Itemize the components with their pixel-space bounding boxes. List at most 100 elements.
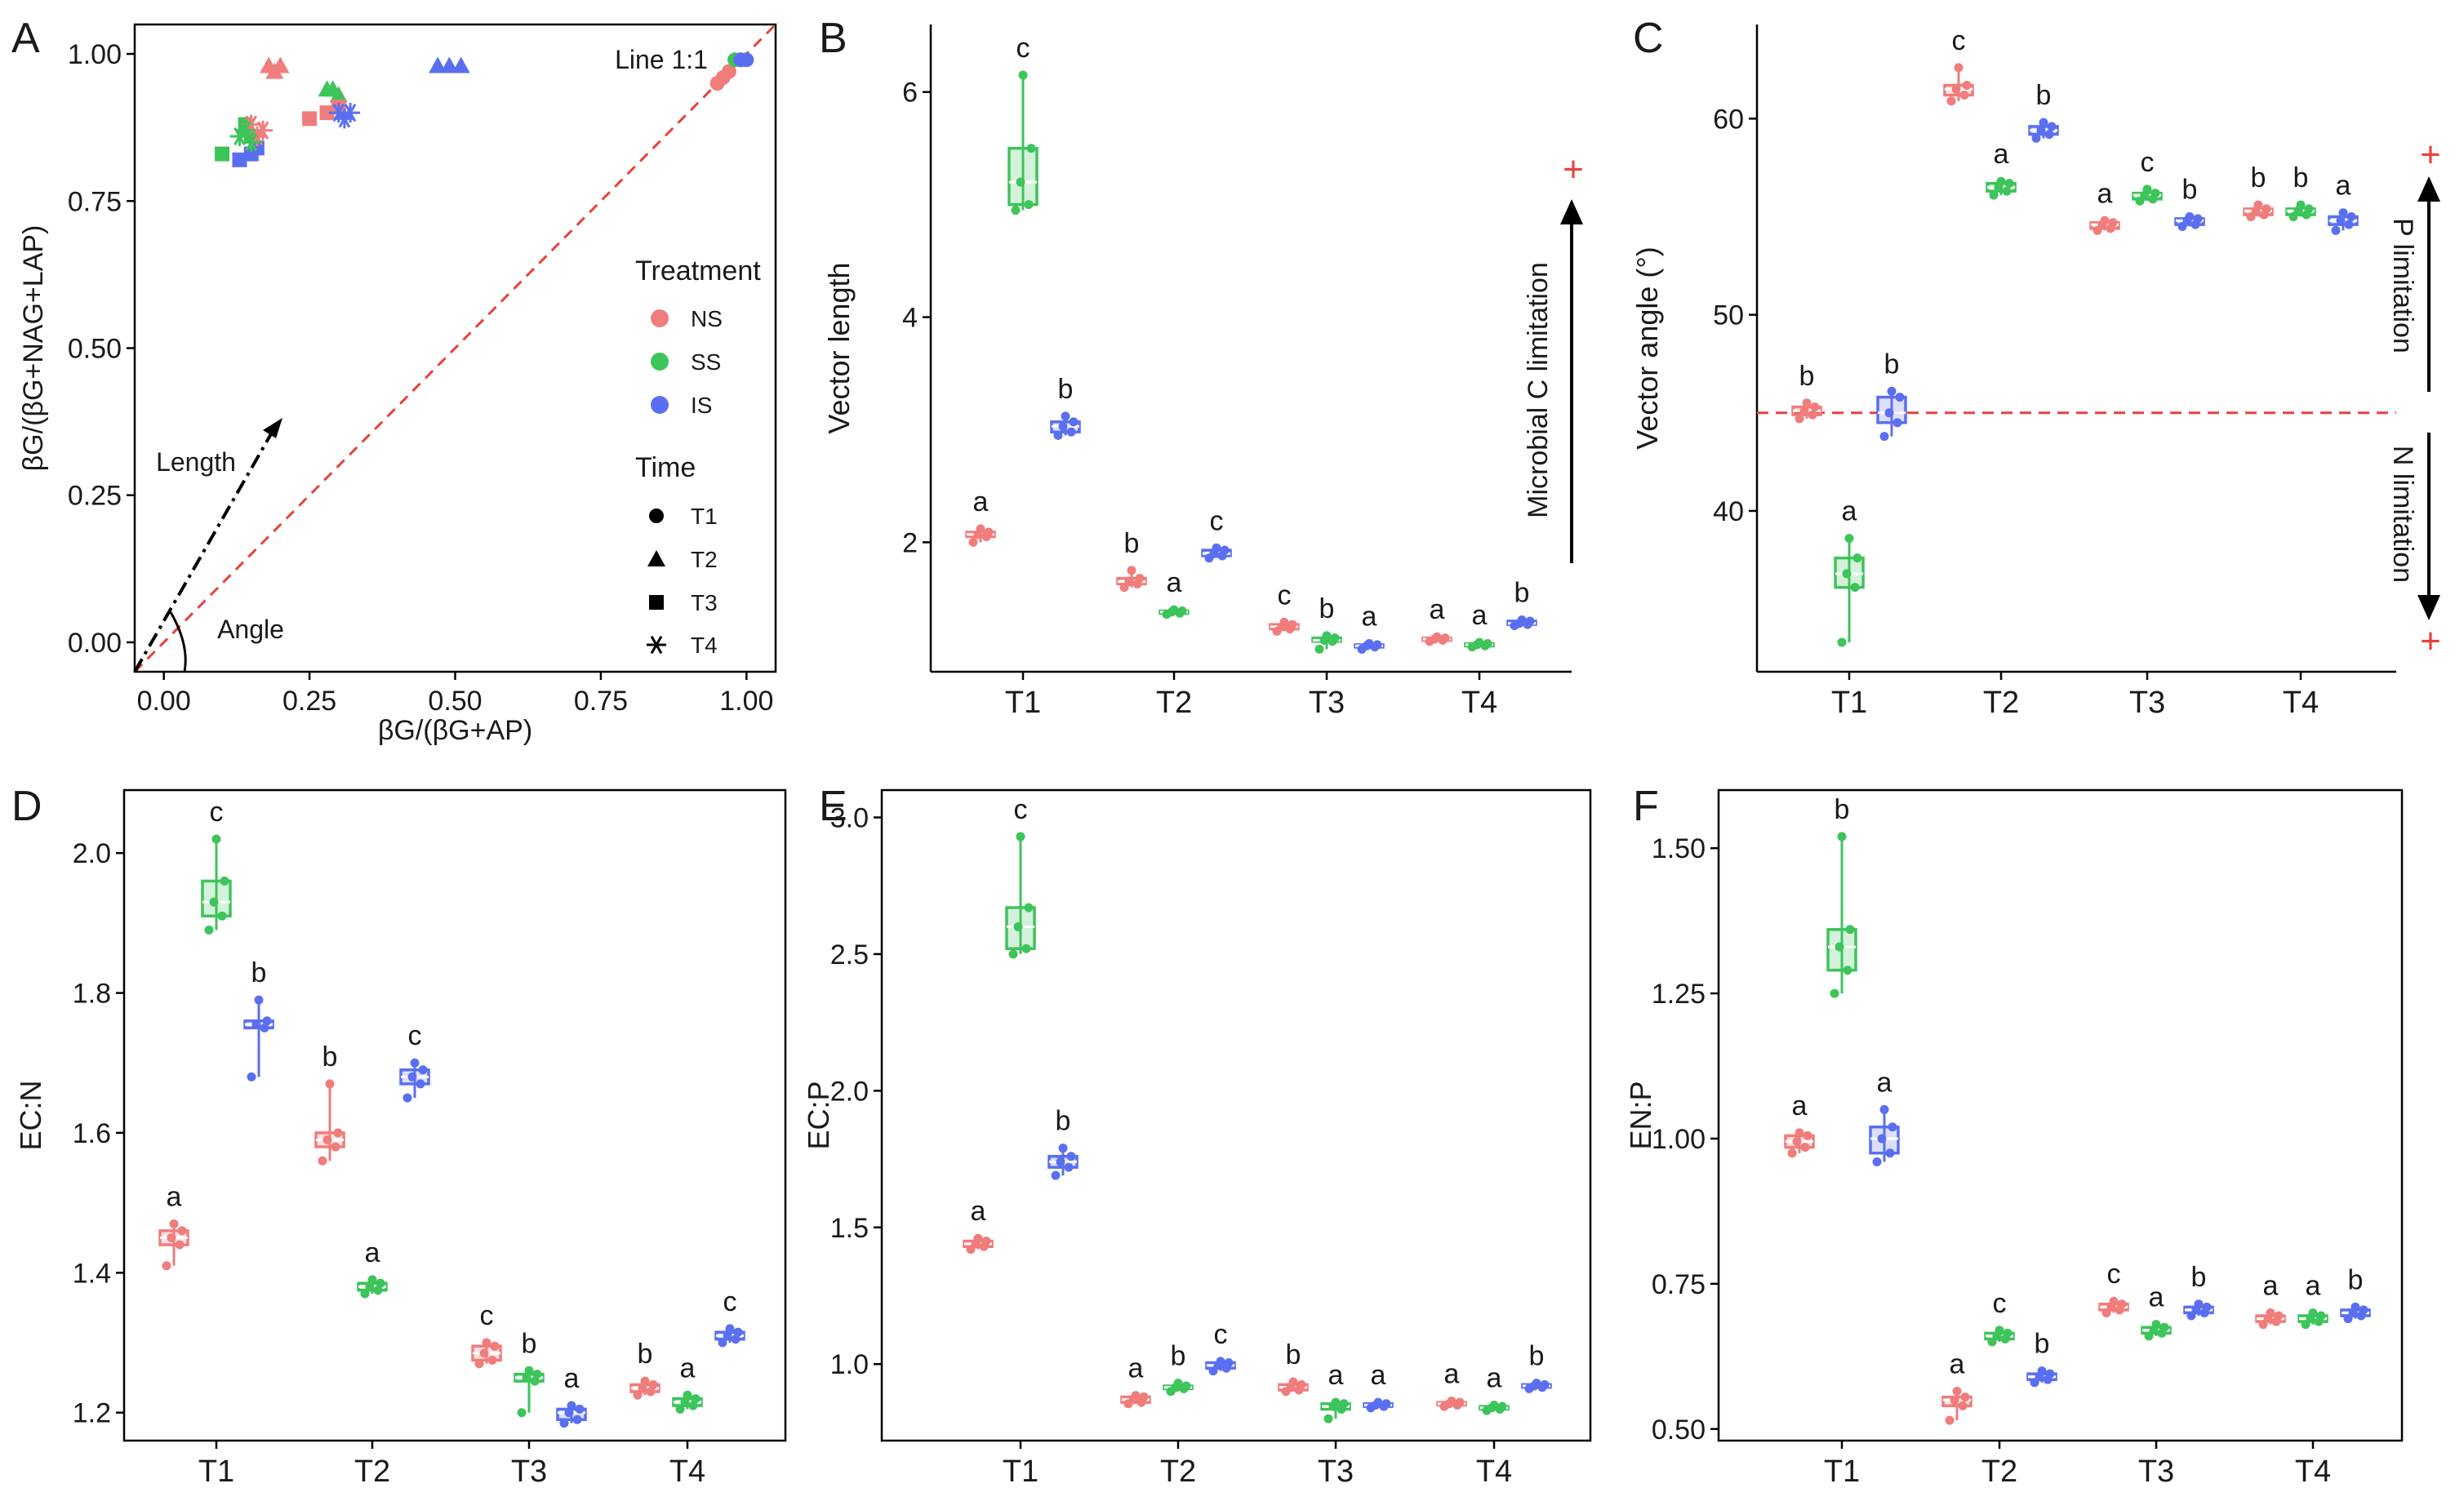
legend-treatment-title: Treatment — [635, 255, 761, 286]
box-is-t4: b — [1521, 1341, 1552, 1393]
y-tick-label: 0.50 — [68, 334, 122, 365]
x-tick-label: 0.25 — [282, 686, 336, 717]
box-ns-t3: c — [471, 1300, 502, 1369]
significance-letter: c — [1214, 1319, 1228, 1350]
data-point — [1799, 406, 1809, 415]
box-ns-t4: b — [2243, 162, 2274, 221]
data-point — [177, 1226, 187, 1236]
box-is-t3: b — [2174, 174, 2205, 232]
data-point — [1016, 177, 1025, 187]
data-point — [1525, 616, 1535, 626]
data-point — [1803, 1130, 1812, 1140]
data-point — [1792, 1137, 1802, 1147]
data-point — [1364, 639, 1374, 649]
box-ss-t2: b — [1163, 1341, 1194, 1397]
data-point — [1850, 583, 1860, 593]
box-is-t3: a — [556, 1363, 587, 1428]
data-point — [1995, 1326, 2004, 1335]
box-ss-t4: a — [2297, 1270, 2328, 1330]
data-point — [1381, 1399, 1391, 1409]
data-point — [1314, 644, 1324, 654]
data-point — [1877, 1134, 1887, 1144]
box-ns-t1: b — [1791, 361, 1822, 424]
legend-treatment-label: SS — [691, 349, 721, 375]
data-point — [1021, 944, 1031, 953]
data-point — [2039, 118, 2048, 127]
data-point — [1066, 427, 1076, 437]
data-point — [1288, 1377, 1298, 1387]
data-point — [2003, 1328, 2013, 1338]
data-point — [1066, 1152, 1076, 1161]
panel-frame — [880, 788, 1592, 1442]
point-circle — [709, 76, 725, 91]
box-ns-t3: c — [2098, 1259, 2129, 1317]
point-triangle — [451, 56, 470, 73]
significance-letter: c — [1210, 505, 1224, 536]
plus-mark-upper: + — [2420, 135, 2441, 175]
data-point — [1962, 80, 1972, 90]
data-point — [2262, 204, 2271, 214]
data-point — [1455, 1397, 1465, 1407]
x-tick-label: 0.00 — [137, 686, 191, 717]
data-point — [1212, 543, 1221, 553]
data-point — [725, 1324, 735, 1334]
data-point — [1372, 640, 1382, 650]
point-circle — [739, 52, 754, 68]
box-ns-t1: a — [158, 1181, 189, 1271]
data-point — [251, 1019, 261, 1029]
data-point — [2346, 211, 2356, 221]
data-point — [973, 1233, 983, 1243]
y-tick-label: 1.8 — [73, 979, 111, 1010]
x-tick-label: T2 — [1160, 1454, 1196, 1489]
data-point — [559, 1419, 569, 1428]
y-tick-label: 1.2 — [73, 1398, 111, 1429]
y-axis-label: Vector angle (°) — [1630, 246, 1664, 450]
box-ss-t2: a — [1159, 567, 1190, 620]
data-point — [633, 1390, 643, 1400]
x-tick-label: 0.75 — [574, 686, 628, 717]
data-point — [1008, 949, 1018, 959]
data-point — [220, 876, 229, 886]
data-point — [1837, 832, 1847, 842]
box-is-t2: c — [399, 1020, 430, 1103]
data-point — [1322, 631, 1332, 641]
data-point — [731, 1335, 741, 1344]
data-point — [217, 911, 227, 921]
y-tick-label: 1.50 — [1652, 833, 1706, 864]
data-point — [1489, 1400, 1499, 1410]
significance-letter: c — [480, 1300, 494, 1331]
panel-letter: E — [819, 783, 847, 830]
data-point — [640, 1376, 650, 1386]
data-point — [1952, 1387, 1962, 1397]
data-point — [1842, 569, 1852, 579]
data-point — [2135, 196, 2145, 206]
data-point — [175, 1240, 185, 1250]
data-point — [1879, 432, 1889, 442]
data-point — [2117, 1299, 2127, 1309]
significance-letter: b — [638, 1339, 653, 1370]
one-to-one-line-label: Line 1:1 — [615, 45, 708, 74]
legend-treatment-swatch — [651, 353, 669, 371]
y-axis-label: EC:P — [802, 1081, 835, 1149]
y-tick-label: 1.5 — [830, 1213, 869, 1244]
box-ss-t4: a — [1464, 600, 1495, 652]
data-point — [254, 995, 264, 1005]
point-square — [302, 111, 318, 127]
c-limitation-label: Microbial C limitation — [1523, 262, 1554, 518]
significance-letter: a — [973, 486, 989, 517]
box-ss-t1: c — [201, 797, 232, 935]
data-point — [1483, 639, 1492, 649]
one-to-one-line — [133, 23, 777, 673]
data-point — [2036, 126, 2046, 135]
data-point — [1124, 577, 1134, 587]
box-ss-t2: a — [357, 1237, 388, 1299]
data-point — [260, 1023, 269, 1033]
data-point — [1440, 633, 1450, 643]
significance-letter: a — [1877, 1067, 1892, 1098]
box-ss-t2: c — [1984, 1288, 2015, 1347]
data-point — [1181, 1381, 1191, 1391]
significance-letter: a — [1362, 602, 1377, 633]
y-tick-label: 3.0 — [830, 802, 869, 833]
data-point — [1056, 1157, 1065, 1166]
legend-time-title: Time — [635, 452, 696, 483]
